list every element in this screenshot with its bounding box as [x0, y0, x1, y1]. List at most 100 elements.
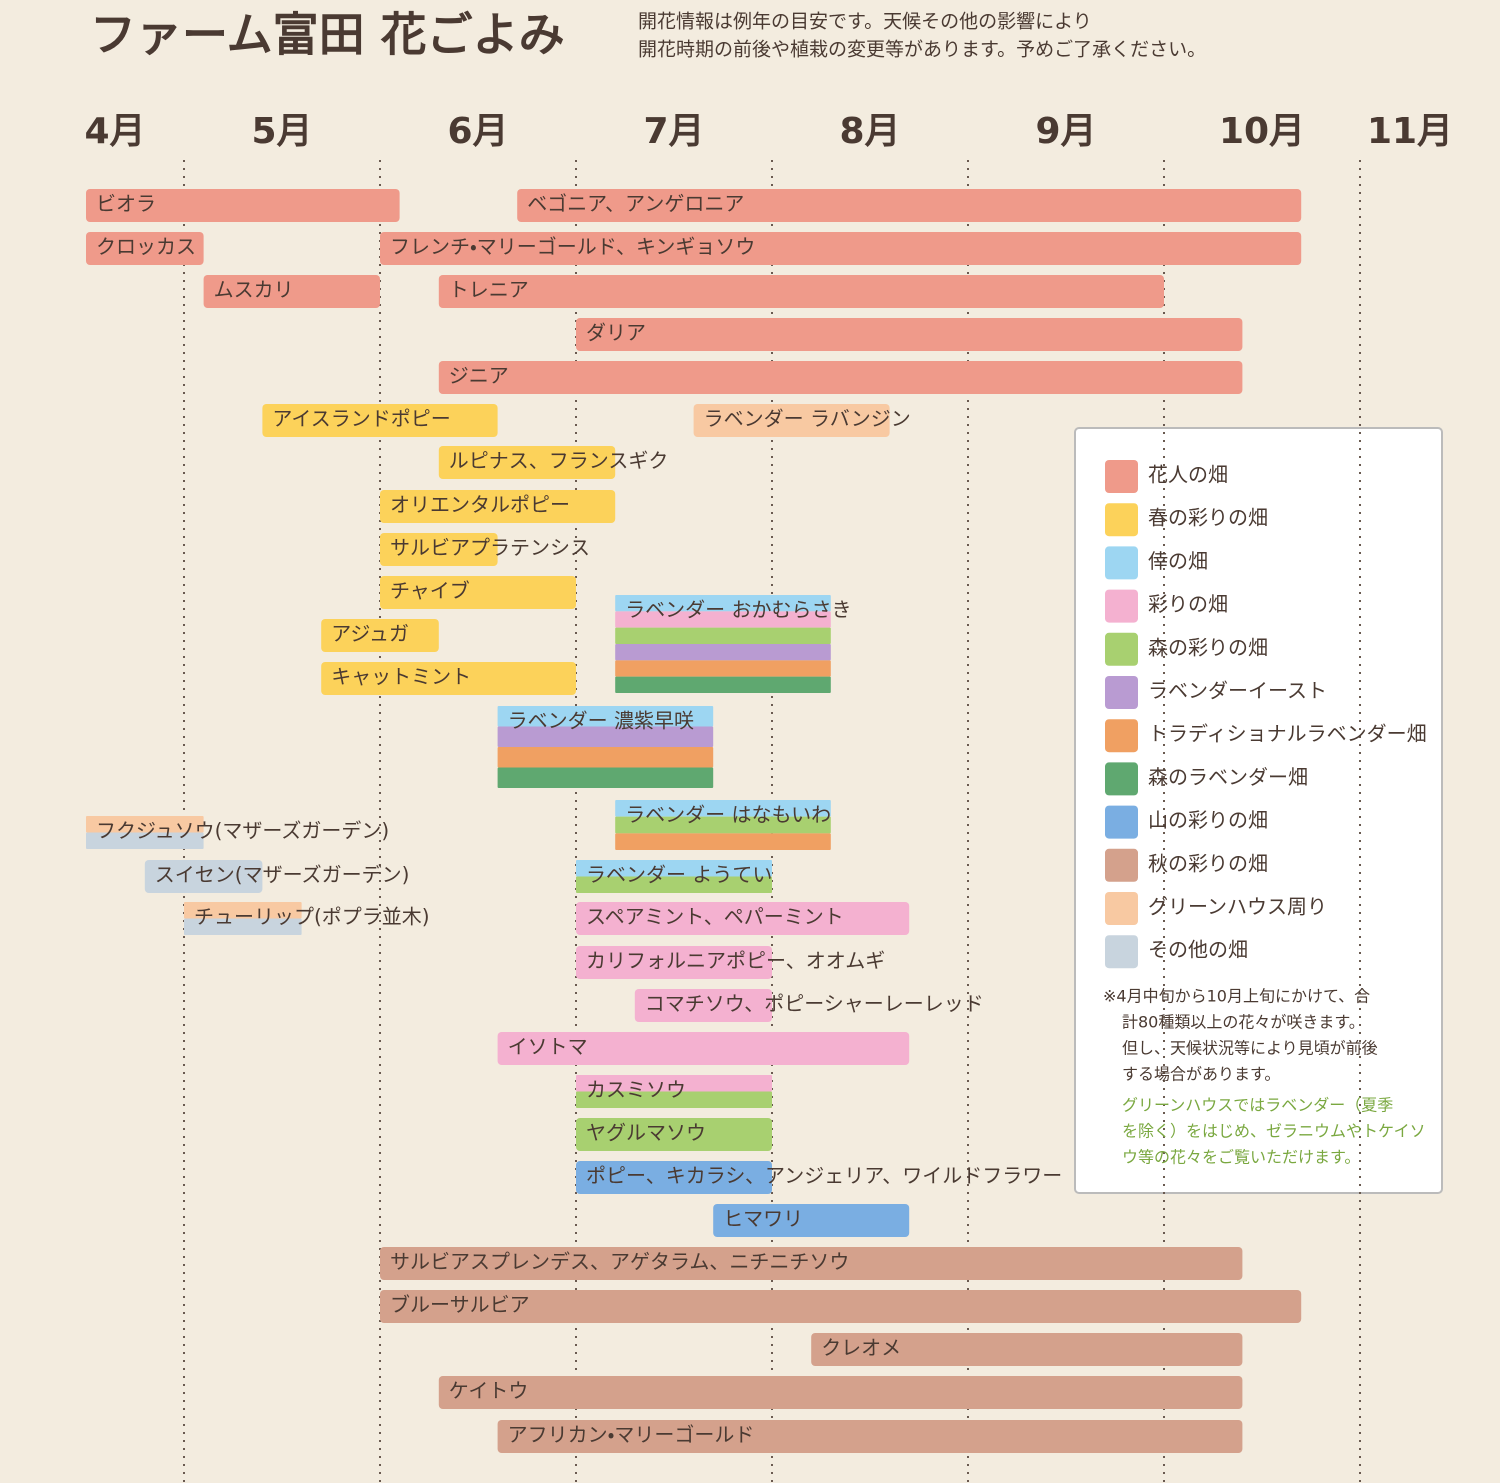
- x-tick-label: 7月: [643, 111, 704, 152]
- bar-segment: [517, 189, 1302, 222]
- bar-segment: [86, 832, 204, 849]
- bar-label: ルピナス、フランスギク: [449, 449, 669, 473]
- bar-segment: [615, 595, 831, 612]
- legend-label: 花人の畑: [1148, 463, 1228, 487]
- bar-label: ラベンダー おかむらさき: [625, 598, 851, 622]
- bar-segment: [576, 946, 772, 979]
- chart-title: ファーム富田 花ごよみ: [90, 8, 565, 62]
- legend-label: 秋の彩りの畑: [1148, 851, 1268, 875]
- bar-label: アイスランドポピー: [272, 407, 450, 431]
- legend-note: する場合があります。: [1122, 1065, 1280, 1084]
- bar-label: カリフォルニアポピー、オオムギ: [586, 949, 885, 973]
- x-tick-label: 6月: [447, 111, 508, 152]
- subtitle: 開花時期の前後や植栽の変更等があります。予めご了承ください。: [638, 39, 1206, 61]
- bar-segment: [144, 860, 263, 893]
- bar-segment: [380, 490, 616, 523]
- bar-label: ラベンダー はなもいわ: [625, 803, 831, 827]
- legend-swatch: [1105, 848, 1138, 882]
- legend-note: ※4月中旬から10月上旬にかけて、合: [1103, 987, 1370, 1006]
- legend-label: 春の彩りの畑: [1148, 506, 1268, 530]
- bar-segment: [615, 800, 831, 817]
- bar-segment: [438, 361, 1243, 394]
- bar-label: オリエンタルポピー: [390, 493, 570, 517]
- bar-segment: [576, 1091, 772, 1108]
- bar-label: ケイトウ: [449, 1379, 529, 1403]
- legend-box: [1074, 427, 1443, 1194]
- bar-label: フクジュソウ(マザーズガーデン): [96, 819, 389, 843]
- bar-segment: [497, 706, 714, 727]
- bar-label: ブルーサルビア: [390, 1293, 530, 1317]
- legend-swatch: [1105, 935, 1138, 969]
- legend-label: 森の彩りの畑: [1148, 635, 1268, 659]
- bar-label: ラベンダー 濃紫早咲: [508, 709, 694, 733]
- bar-segment: [497, 747, 714, 768]
- bar-label: フレンチ・マリーゴールド、キンギョソウ: [390, 235, 755, 259]
- bar-segment: [615, 660, 831, 677]
- bar-segment: [615, 627, 831, 644]
- bar-label: ヤグルマソウ: [586, 1121, 706, 1145]
- subtitle: 開花情報は例年の目安です。天候その他の影響により: [638, 11, 1092, 33]
- legend-note-green: ウ等の花々をご覧いただけます。: [1122, 1148, 1360, 1167]
- bar-label: チューリップ(ポプラ並木): [194, 905, 430, 929]
- legend-swatch: [1105, 589, 1138, 623]
- bar-label: ビオラ: [96, 192, 156, 216]
- legend-note-green: グリーンハウスではラベンダー（夏季: [1122, 1096, 1393, 1115]
- legend-swatch: [1105, 762, 1138, 796]
- bar-segment: [576, 860, 772, 877]
- legend-label: 彩りの畑: [1148, 592, 1228, 616]
- bar-label: スイセン(マザーズガーデン): [155, 863, 410, 887]
- x-tick-label: 8月: [839, 111, 900, 152]
- bar-segment: [713, 1204, 910, 1237]
- bar-segment: [576, 876, 772, 893]
- bar-label: チャイブ: [390, 579, 470, 603]
- bar-label: ラベンダー ラバンジン: [704, 407, 911, 431]
- legend-label: トラディショナルラベンダー畑: [1148, 722, 1427, 746]
- bar-segment: [576, 1161, 772, 1194]
- bar-segment: [497, 1420, 1243, 1453]
- bar-segment: [497, 1032, 910, 1065]
- x-tick-label: 9月: [1035, 111, 1096, 152]
- bar-segment: [634, 989, 772, 1022]
- bar-segment: [576, 1118, 772, 1151]
- legend-swatch: [1105, 676, 1138, 709]
- bar-segment: [615, 676, 831, 693]
- legend-label: 倖の畑: [1148, 549, 1208, 573]
- legend-note: 計80種類以上の花々が咲きます。: [1122, 1013, 1365, 1032]
- bar-label: カスミソウ: [586, 1078, 686, 1102]
- bar-label: キャットミント: [331, 665, 471, 689]
- bar-label: コマチソウ、ポピーシャーレーレッド: [645, 992, 984, 1016]
- bar-label: イソトマ: [508, 1035, 588, 1059]
- bar-label: ラベンダー ようてい: [586, 863, 772, 887]
- bar-segment: [184, 902, 302, 919]
- legend-swatch: [1105, 460, 1138, 493]
- bar-label: アジュガ: [331, 622, 409, 646]
- bar-segment: [497, 767, 714, 788]
- bar-segment: [380, 533, 498, 566]
- legend-label: その他の畑: [1148, 938, 1248, 962]
- bar-label: ポピー、キカラシ、アンジェリア、ワイルドフラワー: [586, 1164, 1062, 1188]
- bar-segment: [438, 275, 1164, 308]
- bar-label: アフリカン・マリーゴールド: [508, 1423, 755, 1447]
- bar-label: サルビアスプレンデス、アゲタラム、ニチニチソウ: [390, 1250, 849, 1274]
- bar-segment: [615, 816, 831, 834]
- bar-label: クレオメ: [821, 1336, 901, 1360]
- bar-label: サルビアプラテンシス: [390, 536, 590, 560]
- legend-swatch: [1105, 805, 1138, 839]
- legend-swatch: [1105, 719, 1138, 753]
- bar-segment: [576, 902, 910, 935]
- bar-segment: [380, 232, 1302, 265]
- bar-segment: [380, 576, 576, 609]
- bar-segment: [262, 404, 498, 437]
- x-tick-label: 11月: [1367, 111, 1453, 152]
- bar-segment: [615, 611, 831, 628]
- bar-segment: [203, 275, 380, 308]
- bar-segment: [86, 189, 400, 222]
- x-tick-label: 5月: [251, 111, 312, 152]
- legend-label: グリーンハウス周り: [1148, 895, 1327, 919]
- legend-note-green: を除く）をはじめ、ゼラニウムやトケイソ: [1122, 1122, 1426, 1141]
- legend-swatch: [1105, 892, 1138, 925]
- legend-note: 但し、天候状況等により見頃が前後: [1122, 1039, 1378, 1058]
- bar-label: ムスカリ: [214, 278, 294, 302]
